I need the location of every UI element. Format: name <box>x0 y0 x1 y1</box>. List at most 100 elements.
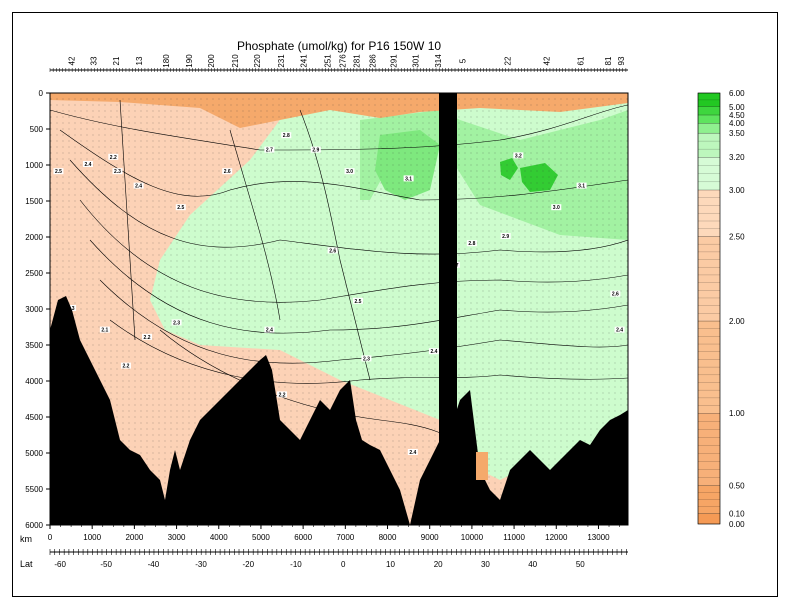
contour-label-bg <box>614 326 625 333</box>
depth-tick-label: 1000 <box>25 161 43 170</box>
km-axis-label: km <box>20 534 32 544</box>
contour-label: 2.4 <box>266 328 273 334</box>
contour-label: 2.9 <box>312 148 319 154</box>
depth-tick-label: 4000 <box>25 377 43 386</box>
contour-label: 2.7 <box>266 148 273 154</box>
contour-label-bg <box>466 240 477 247</box>
colorbar-label: 0.10 <box>729 510 745 519</box>
station-label: 314 <box>434 54 443 68</box>
colorbar-label: 0.50 <box>729 482 745 491</box>
contour-label: 2.5 <box>355 299 362 305</box>
km-axis: 0 1000 2000 3000 4000 5000 6000 7000 8000 9000 100… <box>48 525 620 542</box>
station-label: 21 <box>112 56 121 65</box>
colorbar-label: 5.00 <box>729 103 745 112</box>
station-label: 22 <box>504 56 513 65</box>
contour-label: 2.4 <box>409 450 416 456</box>
contour-label-bg <box>327 247 338 254</box>
lat-tick-label: -30 <box>195 560 207 569</box>
contour-label-bg <box>576 182 587 189</box>
lat-tick-label: -60 <box>54 560 66 569</box>
colorbar-label: 2.50 <box>729 233 745 242</box>
km-tick-label: 2000 <box>125 533 143 542</box>
contour-label-bg <box>352 297 363 304</box>
contour-label: 2.6 <box>612 292 619 298</box>
station-label: 231 <box>277 54 286 68</box>
colorbar-segment <box>697 413 721 486</box>
station-label: 276 <box>338 54 347 68</box>
contour-label: 2.9 <box>502 234 509 240</box>
contour-label: 2.3 <box>173 320 180 326</box>
station-label: 301 <box>411 54 420 68</box>
ridge-gap-column <box>439 93 457 525</box>
km-tick-label: 10000 <box>461 533 484 542</box>
colorbar-label: 1.00 <box>729 409 745 418</box>
km-tick-label: 1000 <box>83 533 101 542</box>
contour-label-bg <box>407 449 418 455</box>
contour-label: 2.2 <box>144 335 151 341</box>
colorbar-segment <box>697 123 721 134</box>
contour-label: 2.2 <box>279 392 286 398</box>
contour-label-bg <box>277 391 288 398</box>
contour-label: 3.2 <box>515 153 522 159</box>
station-label: 281 <box>353 54 362 68</box>
contour-label-bg <box>175 204 186 211</box>
seafloor-bathymetry <box>50 296 628 525</box>
contour-label-bg <box>500 233 511 239</box>
contour-label-bg <box>551 204 562 211</box>
colorbar-border <box>697 92 721 525</box>
station-label: 190 <box>185 54 194 68</box>
lat-tick-label: -20 <box>243 560 255 569</box>
km-tick-label: 4000 <box>210 533 228 542</box>
depth-tick-label: 5500 <box>25 485 43 494</box>
station-label: 42 <box>67 56 76 65</box>
contour-label-bg <box>99 326 110 333</box>
km-tick-label: 8000 <box>379 533 397 542</box>
contour-label-bg <box>222 168 233 175</box>
station-label: 286 <box>369 54 378 68</box>
contour-label: 2.6 <box>224 169 231 175</box>
depth-tick-label: 500 <box>30 125 44 134</box>
station-label: 61 <box>577 56 586 65</box>
km-tick-label: 6000 <box>294 533 312 542</box>
contour-label: 2.2 <box>110 155 117 161</box>
station-label: 42 <box>543 56 552 65</box>
depth-tick-label: 3000 <box>25 305 43 314</box>
station-label: 241 <box>300 54 309 68</box>
station-label: 93 <box>617 56 626 65</box>
contour-label: 2.4 <box>84 162 91 168</box>
contour-label-bg <box>108 153 119 160</box>
contour-label-bg <box>264 326 275 333</box>
contour-label-bg <box>142 333 153 340</box>
lat-axis-label: Lat <box>20 559 33 569</box>
colorbar-label: 3.50 <box>729 129 745 138</box>
contour-lines <box>50 99 628 471</box>
contour-label-bg <box>53 168 64 175</box>
station-label: 81 <box>604 56 613 65</box>
depth-tick-label: 0 <box>39 89 44 98</box>
km-tick-label: 13000 <box>587 533 610 542</box>
chart-title: Phosphate (umol/kg) for P16 150W 10 <box>237 39 441 53</box>
contour-label-bg <box>120 362 131 369</box>
km-tick-label: 12000 <box>545 533 568 542</box>
contour-label-bg <box>361 355 372 362</box>
lat-tick-label: -40 <box>148 560 160 569</box>
depth-tick-label: 3500 <box>25 341 43 350</box>
station-label: 210 <box>231 54 240 68</box>
colorbar-segment <box>697 114 721 124</box>
colorbar-label: 3.20 <box>729 153 745 162</box>
station-label: 291 <box>389 54 398 68</box>
station-label: 200 <box>207 54 216 68</box>
contour-label: 2.8 <box>283 133 290 139</box>
contour-label: 2.6 <box>329 248 336 254</box>
contour-label: 2.3 <box>363 356 370 362</box>
colorbar-segment <box>697 132 721 158</box>
km-tick-label: 3000 <box>168 533 186 542</box>
lat-tick-label: 40 <box>528 560 537 569</box>
contour-label: 2.5 <box>55 169 62 175</box>
depth-tick-label: 1500 <box>25 197 43 206</box>
colorbar: 0.000.10 0.50 1.00 2.00 2.50 3.00 3.20 3.504.00… <box>697 89 745 529</box>
contour-label: 3.0 <box>553 205 560 211</box>
station-label: 180 <box>162 54 171 68</box>
lat-tick-label: 30 <box>481 560 490 569</box>
